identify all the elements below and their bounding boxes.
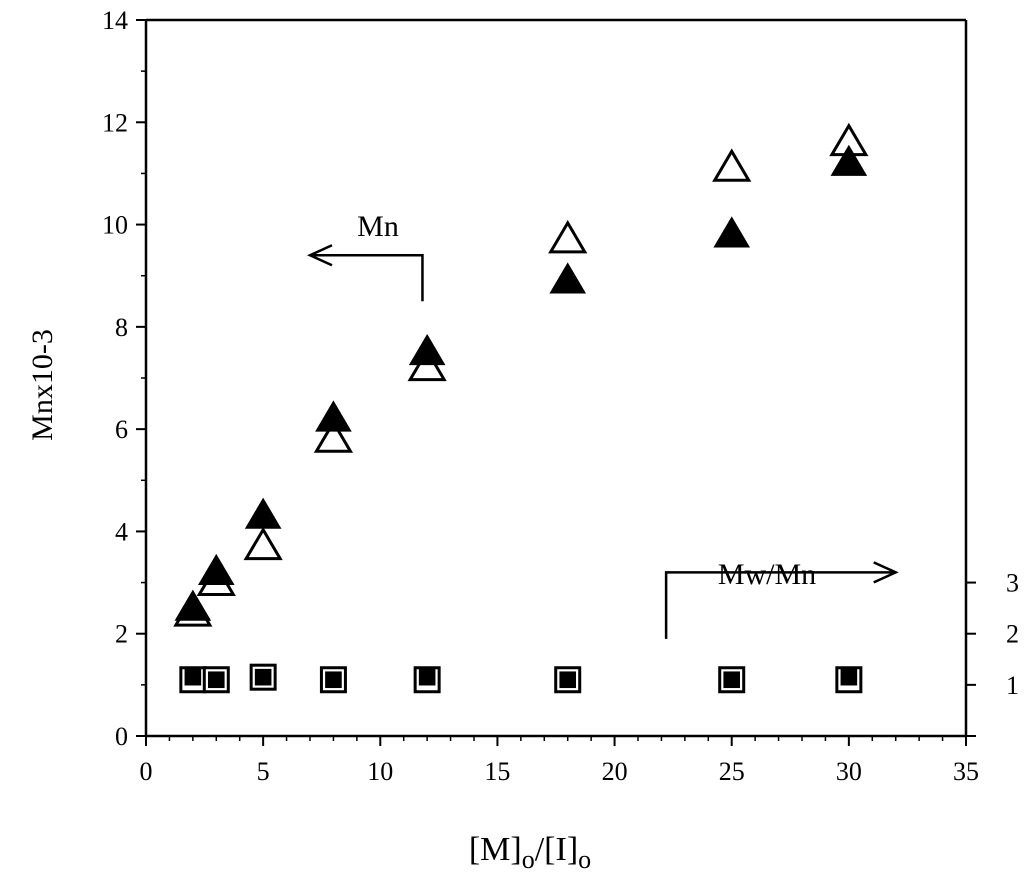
y-tick-label: 0: [115, 722, 128, 751]
x-tick-label: 25: [719, 757, 745, 786]
x-tick-label: 30: [836, 757, 862, 786]
y-tick-label: 2: [115, 620, 128, 649]
y-tick-label: 10: [102, 211, 128, 240]
open-triangle-point: [548, 219, 588, 254]
y-tick-label: 4: [115, 517, 128, 546]
open-triangle-point: [712, 148, 752, 182]
data-points: [173, 122, 869, 694]
x-tick-label: 5: [257, 757, 270, 786]
ticks: [136, 19, 976, 746]
mwmn-arrow-shaft: [664, 571, 896, 639]
x-axis-title-sub2: o: [578, 845, 591, 874]
filled-square-point: [184, 668, 202, 686]
x-tick-label: 15: [484, 757, 510, 786]
open-triangle-point: [313, 419, 354, 453]
y-tick-label: 14: [102, 6, 128, 35]
filled-square-point: [559, 671, 577, 689]
y-tick-label: 8: [115, 313, 128, 342]
mn-arrow-shaft: [310, 254, 424, 302]
filled-square-point: [840, 668, 858, 686]
filled-triangle-point: [549, 262, 587, 294]
x-axis-title-sub1: o: [522, 845, 535, 874]
mn-annotation: Mn: [306, 210, 424, 302]
mwmn-annotation-label: Mw/Mn: [718, 558, 816, 591]
y-axis-title: Mnx10-3: [26, 329, 59, 441]
filled-square-point: [325, 671, 342, 689]
y-tick-label: 6: [115, 415, 128, 444]
y2-tick-label: 2: [1006, 620, 1019, 649]
filled-triangle-point: [713, 216, 751, 248]
filled-square-point: [418, 668, 436, 686]
mn-arrow-left-icon: [306, 244, 424, 302]
open-triangle-point: [407, 347, 447, 382]
axes: [144, 18, 968, 738]
filled-triangle-point: [830, 144, 868, 176]
x-axis-title-part1: [M]: [469, 831, 522, 868]
x-tick-label: 20: [602, 757, 628, 786]
x-tick-label: 10: [367, 757, 393, 786]
mn-arrow-head: [306, 244, 333, 267]
mwmn-arrow-right-icon: [664, 561, 899, 639]
filled-square-point: [723, 671, 741, 689]
y2-tick-label: 1: [1006, 671, 1019, 700]
x-axis-title-part2: /[I]: [535, 831, 578, 868]
x-tick-label: 35: [953, 757, 979, 786]
filled-triangle-point: [174, 589, 212, 621]
y2-tick-label: 3: [1006, 569, 1019, 598]
filled-triangle-point: [408, 333, 446, 366]
filled-triangle-point: [315, 400, 352, 432]
filled-square-point: [207, 671, 225, 689]
mwmn-arrow-head: [873, 561, 899, 584]
x-tick-label: 0: [140, 757, 153, 786]
filled-triangle-point: [244, 497, 282, 529]
filled-square-point: [254, 668, 272, 686]
y-tick-label: 12: [102, 108, 128, 137]
mn-annotation-label: Mn: [357, 210, 399, 243]
mwmn-annotation: Mw/Mn: [664, 558, 899, 639]
open-triangle-point: [243, 526, 283, 561]
filled-triangle-point: [197, 553, 235, 585]
x-axis-title: [M]o/[I]o: [469, 831, 591, 874]
